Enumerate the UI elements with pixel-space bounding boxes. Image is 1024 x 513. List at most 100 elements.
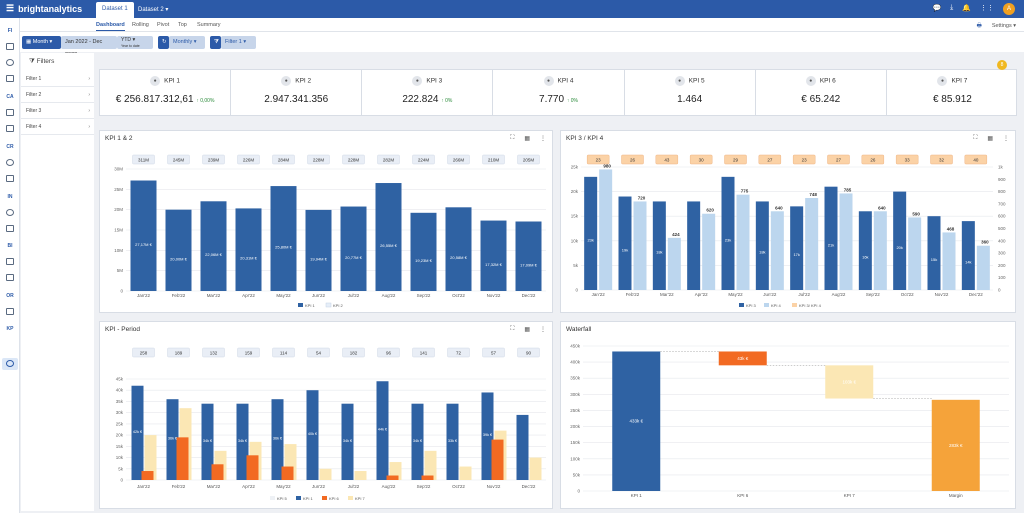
expand-icon[interactable]: ⛶ bbox=[510, 135, 515, 141]
top-label-box bbox=[202, 347, 225, 358]
expand-icon[interactable]: ⛶ bbox=[510, 326, 515, 332]
kpi-name: KPI 5 bbox=[688, 77, 705, 85]
x-tick-label: Oct'22 bbox=[901, 292, 914, 297]
nav-in[interactable]: IN bbox=[7, 194, 13, 200]
bar-label: 26,55M € bbox=[380, 243, 397, 248]
menu-icon[interactable]: ☰ bbox=[6, 3, 15, 13]
tab-pivot[interactable]: Pivot bbox=[157, 22, 170, 28]
x-tick-label: Apr'22 bbox=[242, 293, 255, 298]
kpi-card[interactable]: ● KPI 4 7.770 ↑ 0% bbox=[493, 70, 625, 115]
brand-logo[interactable]: ☰ brightanalytics bbox=[6, 3, 82, 14]
nav-kp[interactable]: KP bbox=[6, 326, 14, 332]
ytd-select[interactable]: YTD ▾ Year to date bbox=[117, 36, 153, 49]
tab-dataset-2[interactable]: Dataset 2 ▾ bbox=[138, 7, 169, 13]
expand-icon[interactable]: ⛶ bbox=[973, 135, 978, 141]
grid-icon[interactable] bbox=[6, 75, 14, 82]
gauge-icon[interactable] bbox=[6, 360, 14, 367]
filter-icon[interactable]: ⧩ bbox=[210, 36, 221, 49]
top-label-box bbox=[895, 154, 919, 165]
settings-menu[interactable]: 🖶 Settings ▾ bbox=[976, 23, 1016, 29]
grid-icon[interactable] bbox=[6, 43, 14, 50]
tab-dashboard[interactable]: Dashboard bbox=[96, 22, 125, 31]
bar-label: 14k bbox=[965, 260, 971, 265]
x-tick-label: Feb'22 bbox=[172, 293, 186, 298]
legend-swatch bbox=[764, 303, 769, 307]
y-tick-label: 20M bbox=[114, 207, 123, 212]
tab-summary[interactable]: Summary bbox=[197, 22, 221, 28]
filter-item[interactable]: Filter 1 › bbox=[21, 71, 94, 87]
period-select[interactable]: ▦ Month ▾ bbox=[22, 36, 61, 49]
table-icon[interactable]: ▦ bbox=[524, 327, 530, 333]
kpi-card[interactable]: ● KPI 6 € 65.242 bbox=[756, 70, 887, 115]
nav-or[interactable]: OR bbox=[6, 293, 14, 299]
legend-label: KPI 1 bbox=[305, 303, 316, 308]
bar-kpi6 bbox=[211, 464, 224, 480]
filter-select[interactable]: Filter 1 ▾ bbox=[221, 36, 256, 49]
kpi-badge[interactable]: 8 bbox=[997, 60, 1007, 70]
more-icon[interactable]: ⋮ bbox=[540, 327, 546, 333]
globe-icon[interactable] bbox=[6, 209, 14, 216]
nav-fi[interactable]: FI bbox=[7, 28, 13, 34]
globe-icon[interactable] bbox=[6, 59, 14, 66]
filter-bar: ▦ Month ▾ Jan 2022 - Dec 2022 YTD ▾Year … bbox=[20, 32, 1024, 58]
table-icon[interactable] bbox=[6, 175, 14, 182]
download-icon[interactable]: ⤓ bbox=[950, 4, 954, 11]
more-icon[interactable]: ⋮ bbox=[1003, 136, 1009, 142]
waterfall-bar bbox=[931, 399, 980, 491]
kpi-name: KPI 6 bbox=[819, 77, 836, 85]
avatar[interactable]: A bbox=[1003, 3, 1015, 15]
kpi-card[interactable]: ● KPI 7 € 85.912 bbox=[887, 70, 1018, 115]
table-icon[interactable]: ▦ bbox=[524, 136, 530, 142]
bar-kpi6 bbox=[491, 439, 504, 480]
tab-rolling[interactable]: Rolling bbox=[132, 22, 149, 28]
y-tick-label: 150k bbox=[570, 440, 581, 445]
chat-icon[interactable]: 💬 bbox=[932, 5, 942, 12]
document-icon[interactable] bbox=[6, 225, 14, 232]
calendar-icon[interactable] bbox=[6, 125, 14, 132]
x-tick-label: Jun'22 bbox=[312, 484, 326, 489]
legend-swatch bbox=[348, 496, 353, 500]
table-icon[interactable]: ▦ bbox=[987, 136, 993, 142]
bell-icon[interactable]: 🔔 bbox=[962, 5, 971, 12]
y2-tick-label: 0 bbox=[998, 288, 1001, 293]
kpi-card[interactable]: ● KPI 5 1.464 bbox=[625, 70, 756, 115]
nav-cr[interactable]: CR bbox=[6, 144, 14, 150]
kpi-header: ● KPI 1 bbox=[100, 76, 230, 86]
apps-icon[interactable]: ⋮⋮ bbox=[980, 5, 994, 12]
tab-dataset-1[interactable]: Dataset 1 bbox=[96, 2, 134, 18]
parking-icon[interactable] bbox=[6, 274, 14, 281]
kpi-card[interactable]: ● KPI 2 2.947.341.356 bbox=[231, 70, 363, 115]
x-tick-label: Jun'22 bbox=[763, 292, 777, 297]
y-tick-label: 15k bbox=[116, 444, 124, 449]
filter-item[interactable]: Filter 4 › bbox=[21, 119, 94, 135]
filter-item[interactable]: Filter 3 › bbox=[21, 103, 94, 119]
print-icon[interactable]: 🖶 bbox=[976, 23, 982, 29]
granularity-select[interactable]: Monthly ▾ bbox=[169, 36, 205, 49]
date-range[interactable]: Jan 2022 - Dec 2022 bbox=[61, 36, 117, 58]
refresh-icon[interactable]: ↻ bbox=[158, 36, 169, 49]
top-label-box bbox=[482, 347, 505, 358]
kpi-card[interactable]: ● KPI 3 222.824 ↑ 0% bbox=[362, 70, 494, 115]
kpi-delta: ↑ 0% bbox=[441, 98, 453, 104]
grid-icon[interactable] bbox=[6, 308, 14, 315]
bar-kpi6 bbox=[141, 471, 154, 480]
chart-title: KPI - Period bbox=[105, 326, 141, 333]
nav-bi[interactable]: BI bbox=[7, 243, 13, 249]
kpi-card[interactable]: ● KPI 1 € 256.817.312,61 ↑ 0,00% bbox=[100, 70, 232, 115]
x-tick-label: Feb'22 bbox=[172, 484, 186, 489]
top-label-box bbox=[412, 347, 435, 358]
top-label-box bbox=[342, 347, 365, 358]
bar-kpi4 bbox=[702, 213, 716, 290]
bar-label: 360 bbox=[981, 240, 989, 245]
grid-icon[interactable] bbox=[6, 109, 14, 116]
truck-icon: ● bbox=[412, 76, 423, 86]
tab-top[interactable]: Top bbox=[178, 22, 187, 28]
filter-item[interactable]: Filter 2 › bbox=[21, 87, 94, 103]
top-label: 27 bbox=[767, 158, 773, 163]
target-icon[interactable] bbox=[6, 159, 14, 166]
bar-label: 640 bbox=[775, 205, 783, 210]
more-icon[interactable]: ⋮ bbox=[540, 136, 546, 142]
bar-kpi1 bbox=[445, 207, 472, 291]
percent-icon[interactable] bbox=[6, 258, 14, 265]
nav-ca[interactable]: CA bbox=[6, 94, 14, 100]
